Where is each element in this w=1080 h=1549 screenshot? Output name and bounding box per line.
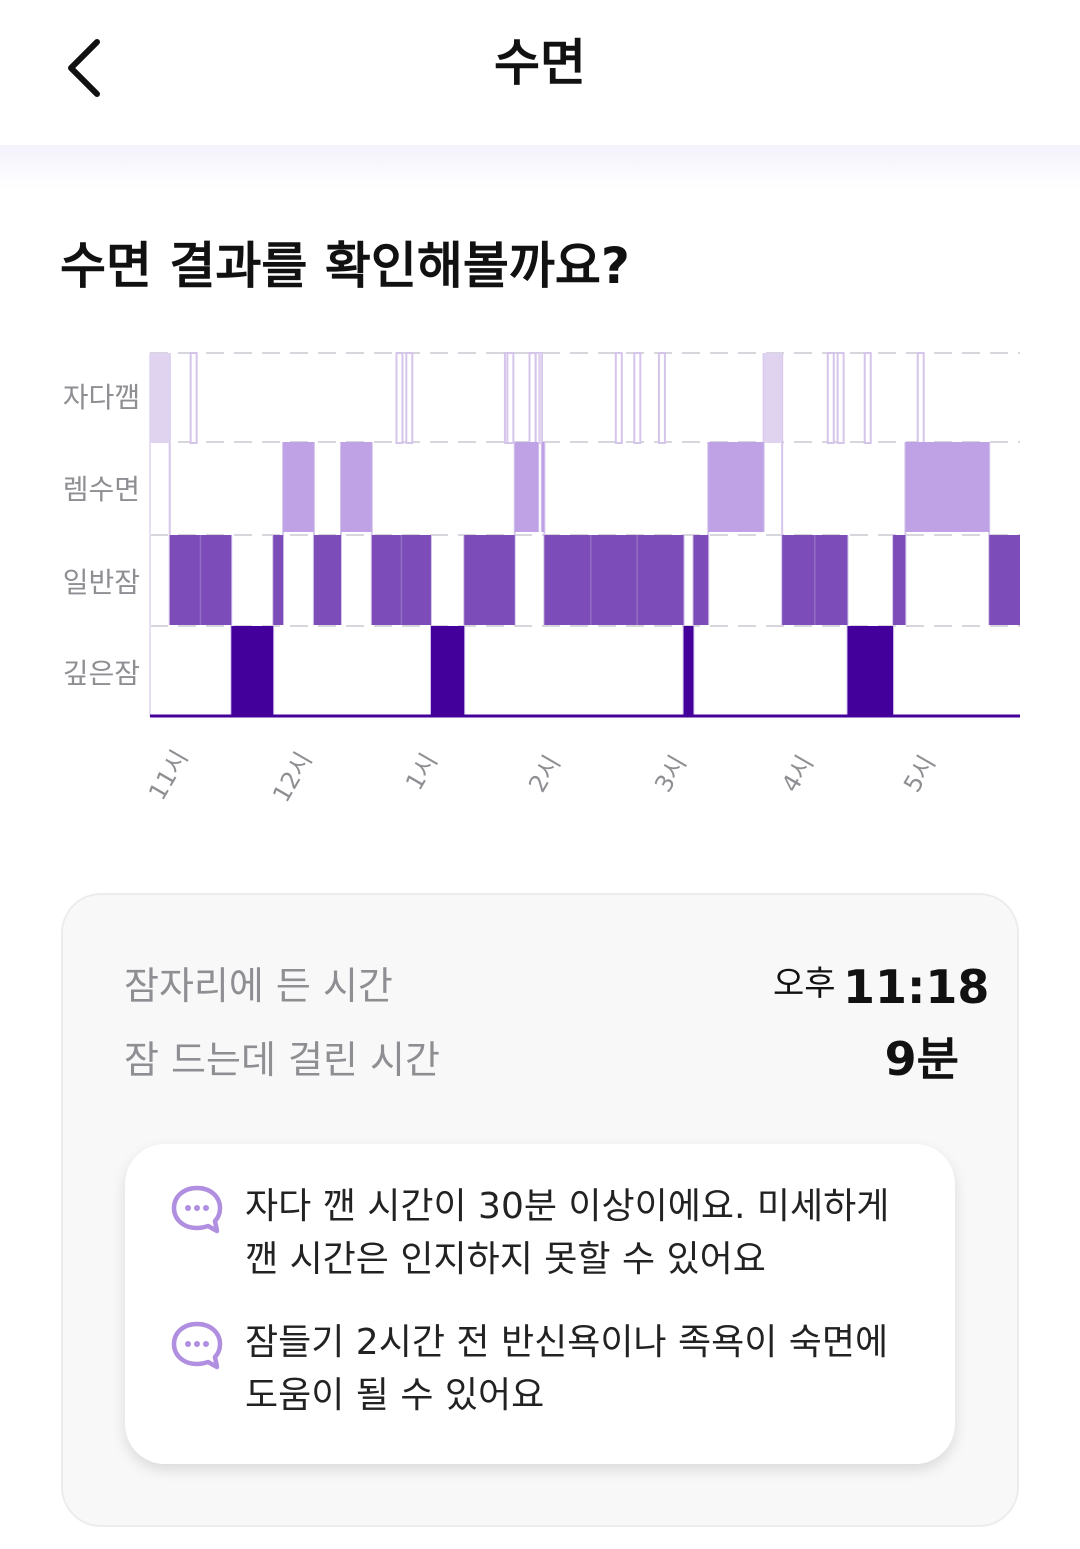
- brief-awakening-mark: [528, 352, 537, 444]
- sleep-stage-segment: [683, 626, 694, 716]
- sleep-stage-segment: [169, 535, 232, 625]
- stage-label-deep: 깊은잠: [62, 657, 140, 690]
- page-title: 수면: [494, 34, 586, 92]
- sleep-stage-segment: [371, 535, 431, 625]
- x-tick-label: 1시: [400, 748, 444, 795]
- sleep-stage-segment: [989, 535, 1020, 625]
- sleep-latency-label: 잠 드는데 걸린 시간: [124, 1038, 440, 1082]
- sleep-stage-segment: [538, 353, 542, 443]
- brief-awakening-mark: [916, 352, 925, 444]
- tip-2-line-2: 도움이 될 수 있어요: [245, 1375, 545, 1416]
- sleep-stage-segment: [514, 442, 539, 532]
- brief-awakening-mark: [657, 352, 666, 444]
- x-tick-label: 5시: [898, 750, 942, 797]
- sleep-stage-segment: [313, 535, 342, 625]
- brief-awakening-mark: [614, 352, 623, 444]
- chevron-left-icon: [68, 38, 100, 97]
- sleep-stage-segment: [541, 442, 545, 532]
- sleep-stage-segment: [231, 626, 274, 716]
- x-tick-label: 4시: [776, 750, 820, 797]
- brief-awakening-mark: [633, 352, 642, 444]
- sleep-stage-segment: [693, 535, 709, 625]
- tip-1-line-2: 깬 시간은 인지하지 못할 수 있어요: [245, 1239, 766, 1280]
- sleep-summary-card: 잠자리에 든 시간 오후 11:18 잠 드는데 걸린 시간 9분 자다 깬 시…: [61, 893, 1019, 1527]
- brief-awakening-mark: [863, 352, 872, 444]
- brief-awakening-mark: [405, 352, 414, 444]
- x-tick-label: 11시: [143, 745, 194, 805]
- sleep-stage-segment: [283, 442, 314, 532]
- sleep-stage-segment: [847, 626, 894, 716]
- brief-awakening-mark: [506, 352, 515, 444]
- sleep-stage-segment: [708, 442, 764, 532]
- stage-label-rem: 렘수면: [62, 473, 140, 506]
- chat-bubble-icon: [171, 1321, 223, 1370]
- section-heading: 수면 결과를 확인해볼까요?: [60, 237, 630, 295]
- x-tick-label: 3시: [649, 750, 693, 797]
- sleep-latency-value: 9분: [884, 1032, 959, 1086]
- sleep-stage-segment: [782, 535, 848, 625]
- brief-awakening-mark: [836, 352, 845, 444]
- bedtime-ampm: 오후: [773, 964, 836, 1004]
- brief-awakening-mark: [826, 352, 835, 444]
- brief-awakening-mark: [395, 352, 404, 444]
- app-header: 수면: [0, 0, 1080, 145]
- sleep-stage-segment: [150, 353, 170, 443]
- stage-label-light: 일반잠: [62, 566, 140, 599]
- brief-awakening-mark: [189, 352, 198, 444]
- bedtime-value: 11:18: [843, 960, 990, 1014]
- header-shadow: [0, 145, 1080, 190]
- sleep-stage-segment: [544, 535, 684, 625]
- sleep-stage-segment: [273, 535, 284, 625]
- sleep-stage-segment: [430, 626, 465, 716]
- sleep-stage-segment: [763, 353, 783, 443]
- sleep-stage-segment: [464, 535, 515, 625]
- bedtime-label: 잠자리에 든 시간: [124, 964, 393, 1008]
- x-tick-label: 12시: [267, 747, 318, 807]
- sleep-stage-segment: [893, 535, 906, 625]
- stage-label-awake: 자다깸: [62, 381, 140, 414]
- x-tick-label: 2시: [523, 750, 567, 797]
- sleep-stage-chart: [149, 352, 1020, 718]
- tip-1-line-1: 자다 깬 시간이 30분 이상이에요. 미세하게: [245, 1186, 890, 1227]
- sleep-tips-box: 자다 깬 시간이 30분 이상이에요. 미세하게 깬 시간은 인지하지 못할 수…: [125, 1144, 955, 1464]
- back-button[interactable]: [48, 30, 118, 105]
- sleep-stage-segment: [341, 442, 372, 532]
- tip-2-line-1: 잠들기 2시간 전 반신욕이나 족욕이 숙면에: [245, 1322, 889, 1363]
- sleep-stage-segment: [905, 442, 990, 532]
- chat-bubble-icon: [171, 1185, 223, 1234]
